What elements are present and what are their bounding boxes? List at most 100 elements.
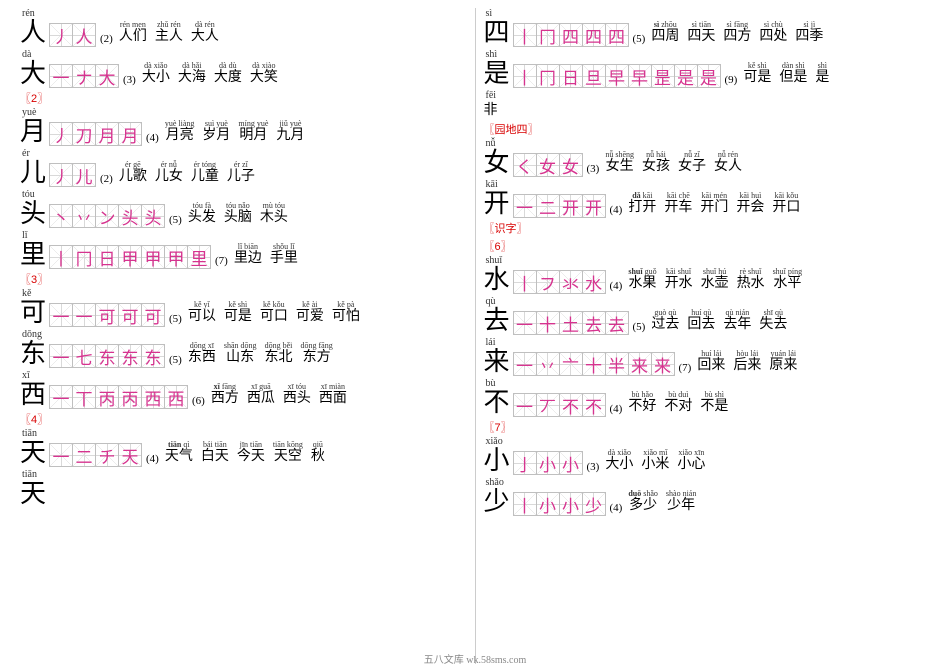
word-characters: 水果 <box>628 276 656 292</box>
stroke-boxes: 一二开开 <box>514 194 606 218</box>
stroke-box: 七 <box>72 344 96 368</box>
main-character: 不 <box>484 389 512 417</box>
word-characters: 东西 <box>188 350 216 366</box>
section-tag: 〖7〗 <box>484 419 931 435</box>
word-characters: 东方 <box>301 350 333 366</box>
stroke-count: (4) <box>610 204 623 216</box>
entry-row: 是丨冂日旦早早昰是是(9)kě shì可是dàn shì但是shì是 <box>484 60 931 88</box>
word-item: shǒu lǐ手里 <box>270 242 298 267</box>
entry-row: 里丨冂日甲甲甲里(7)lǐ biān里边shǒu lǐ手里 <box>20 241 467 269</box>
word-characters: 木头 <box>260 210 288 226</box>
section-tag: 〖园地四〗 <box>484 121 931 137</box>
stroke-box: 日 <box>559 64 583 88</box>
stroke-glyph: 东 <box>122 344 139 369</box>
word-item: tóu nǎo头脑 <box>224 201 252 226</box>
stroke-glyph: 丶 <box>53 204 70 229</box>
word-list: kě shì可是dàn shì但是shì是 <box>743 61 829 86</box>
main-character: 非 <box>484 99 931 119</box>
word-characters: 东北 <box>265 350 293 366</box>
stroke-glyph: 少 <box>585 492 602 517</box>
pinyin-label: dà <box>22 49 467 60</box>
stroke-boxes: 一七东东东 <box>50 344 165 368</box>
word-characters: 不是 <box>700 399 728 415</box>
stroke-glyph: 女 <box>539 153 556 178</box>
stroke-glyph: 来 <box>631 352 648 377</box>
word-pinyin: bù hǎo <box>628 390 656 399</box>
stroke-boxes: 一ナ大 <box>50 64 119 88</box>
word-characters: 热水 <box>737 276 765 292</box>
pinyin-label: tiān <box>22 469 467 480</box>
stroke-count: (3) <box>123 74 136 86</box>
stroke-glyph: 小 <box>539 451 556 476</box>
word-characters: 主人 <box>155 29 183 45</box>
stroke-glyph: 丨 <box>516 23 533 48</box>
stroke-box: 丙 <box>118 385 142 409</box>
word-list: ér gē儿歌ér nǚ儿女ér tóng儿童ér zǐ儿子 <box>119 160 255 185</box>
stroke-box: 少 <box>582 492 606 516</box>
stroke-boxes: 一十土去去 <box>514 311 629 335</box>
stroke-boxes: 丨小小少 <box>514 492 606 516</box>
word-pinyin: shī qù <box>759 308 787 317</box>
stroke-box: 天 <box>118 443 142 467</box>
pinyin-label: tóu <box>22 189 467 200</box>
word-item: shuǐ guǒ水果 <box>628 267 656 292</box>
stroke-box: 四 <box>605 23 629 47</box>
stroke-box: 女 <box>536 153 560 177</box>
word-item: ér gē儿歌 <box>119 160 147 185</box>
word-characters: 人们 <box>119 29 147 45</box>
word-item: qù nián去年 <box>723 308 751 333</box>
entry-row: 可一一可可可(5)kě yǐ可以kě shì可是kě kǒu可口kě ài可爱k… <box>20 299 467 327</box>
word-characters: 天空 <box>273 449 303 465</box>
stroke-glyph: 西 <box>168 385 185 410</box>
main-character: 东 <box>20 340 48 368</box>
stroke-glyph: 冂 <box>539 23 556 48</box>
stroke-box: 丶 <box>49 204 73 228</box>
word-characters: 明月 <box>238 128 268 144</box>
stroke-glyph: 四 <box>585 23 602 48</box>
word-characters: 过去 <box>651 317 679 333</box>
word-pinyin: ér nǚ <box>155 160 183 169</box>
word-pinyin: míng yuè <box>238 119 268 128</box>
entry-row: 人丿人(2)rén men人们zhǔ rén主人dà rén大人 <box>20 19 467 47</box>
stroke-glyph: 刀 <box>76 122 93 147</box>
stroke-glyph: 西 <box>145 385 162 410</box>
stroke-box: 月 <box>118 122 142 146</box>
word-item: xī miàn西面 <box>319 382 347 407</box>
word-item: tóu fà头发 <box>188 201 216 226</box>
main-character: 儿 <box>20 159 48 187</box>
word-pinyin: ér zǐ <box>227 160 255 169</box>
word-item: duō shǎo多少 <box>628 489 658 514</box>
word-characters: 四天 <box>687 29 715 45</box>
word-item: dàn shì但是 <box>779 61 807 86</box>
stroke-box: 日 <box>95 245 119 269</box>
main-character: 西 <box>20 381 48 409</box>
char-entry: sì四丨冂四四四(5)sì zhōu四周sì tiān四天sì fāng四方sì… <box>484 8 931 47</box>
word-pinyin: kě yǐ <box>188 300 216 309</box>
word-list: dà xiǎo大小xiǎo mǐ小米xiǎo xīn小心 <box>605 448 705 473</box>
word-pinyin: xī miàn <box>319 382 347 391</box>
word-characters: 西方 <box>211 391 239 407</box>
stroke-box: 小 <box>559 492 583 516</box>
entry-row: 少丨小小少(4)duō shǎo多少shào nián少年 <box>484 488 931 516</box>
word-list: rén men人们zhǔ rén主人dà rén大人 <box>119 20 219 45</box>
entry-row: 来一丷亠十半来来(7)huí lái回来hòu lái后来yuán lái原来 <box>484 348 931 376</box>
stroke-box: 头 <box>118 204 142 228</box>
word-item: dà dù大度 <box>214 61 242 86</box>
word-pinyin: bù duì <box>664 390 692 399</box>
word-list: lǐ biān里边shǒu lǐ手里 <box>234 242 298 267</box>
stroke-box: 开 <box>582 194 606 218</box>
word-item: shuǐ píng水平 <box>773 267 803 292</box>
word-pinyin: huí lái <box>697 349 725 358</box>
char-entry: qù去一十土去去(5)guò qù过去huí qù回去qù nián去年shī … <box>484 296 931 335</box>
stroke-box: 十 <box>536 311 560 335</box>
stroke-box: 冂 <box>536 23 560 47</box>
entry-row: 天 <box>20 480 467 508</box>
word-item: shān dōng山东 <box>224 341 257 366</box>
stroke-box: 丆 <box>536 393 560 417</box>
stroke-glyph: 丙 <box>99 385 116 410</box>
main-character: 大 <box>20 60 48 88</box>
stroke-count: (4) <box>146 132 159 144</box>
stroke-glyph: 早 <box>631 64 648 89</box>
word-item: zhǔ rén主人 <box>155 20 183 45</box>
stroke-count: (5) <box>169 214 182 226</box>
